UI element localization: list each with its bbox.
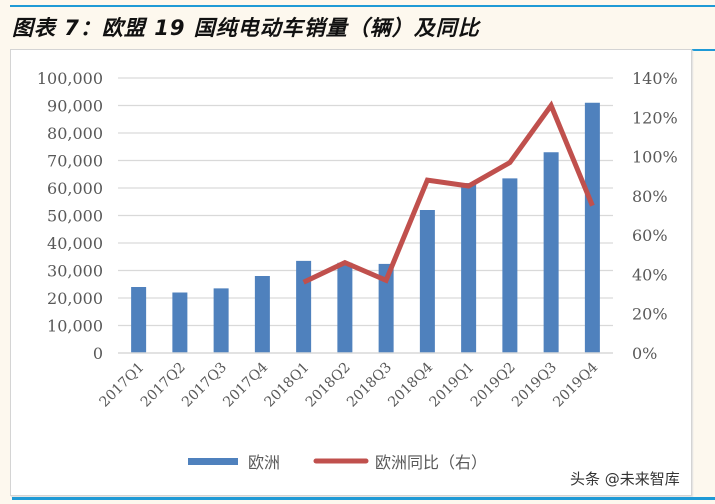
- x-axis-labels: 2017Q12017Q22017Q32017Q42018Q12018Q22018…: [97, 359, 602, 410]
- left-axis-ticks: 0 10,000 20,000 30,000 40,000 50,000 60,000 70,…: [37, 69, 103, 363]
- line-series: [302, 100, 595, 285]
- bar: [131, 287, 147, 353]
- legend-bar-label: 欧洲: [248, 453, 280, 472]
- left-tick-label: 40,000: [47, 234, 103, 253]
- watermark: 头条 @未来智库: [570, 470, 680, 488]
- top-rule: [10, 5, 715, 7]
- x-tick-label: 2018Q1: [262, 360, 313, 411]
- left-tick-label: 100,000: [37, 69, 103, 88]
- left-tick-label: 80,000: [47, 124, 103, 143]
- bar: [419, 210, 435, 353]
- bar: [543, 152, 559, 353]
- right-tick-label: 0%: [632, 344, 657, 363]
- x-tick-label: 2019Q4: [550, 359, 601, 410]
- bar: [584, 102, 600, 353]
- right-tick-label: 120%: [632, 108, 678, 127]
- bar: [378, 263, 394, 353]
- bar: [254, 276, 270, 353]
- bar: [172, 292, 188, 353]
- bar: [502, 178, 518, 353]
- x-tick-label: 2017Q2: [138, 360, 189, 411]
- left-tick-label: 0: [93, 344, 103, 363]
- bar: [337, 262, 353, 353]
- legend-bar-swatch: [188, 458, 238, 465]
- x-tick-label: 2019Q2: [468, 360, 519, 411]
- left-tick-label: 70,000: [47, 152, 103, 171]
- bar: [213, 288, 229, 353]
- x-tick-label: 2017Q4: [220, 359, 271, 410]
- right-tick-label: 60%: [632, 226, 668, 245]
- legend-line-label: 欧洲同比（右）: [375, 453, 487, 472]
- left-tick-label: 90,000: [47, 97, 103, 116]
- left-tick-label: 20,000: [47, 289, 103, 308]
- right-tick-label: 20%: [632, 305, 668, 324]
- x-tick-label: 2018Q3: [344, 360, 395, 411]
- left-tick-label: 50,000: [47, 207, 103, 226]
- gridlines: [118, 77, 613, 327]
- bottom-rule: [12, 497, 715, 500]
- legend: 欧洲 欧洲同比（右）: [188, 453, 487, 472]
- figure-title: 图表 7：欧盟 19 国纯电动车销量（辆）及同比: [12, 16, 480, 40]
- x-tick-label: 2018Q4: [385, 359, 436, 410]
- right-rule: [692, 49, 715, 51]
- left-tick-label: 10,000: [47, 317, 103, 336]
- x-tick-label: 2018Q2: [303, 360, 354, 411]
- x-tick-label: 2017Q1: [97, 360, 148, 411]
- x-tick-label: 2019Q1: [427, 360, 478, 411]
- bar-series: [131, 102, 600, 353]
- bar: [296, 260, 312, 353]
- left-tick-label: 60,000: [47, 179, 103, 198]
- right-axis-ticks: 0% 20% 40% 60% 80% 100% 120% 140%: [632, 69, 678, 363]
- right-tick-label: 100%: [632, 148, 678, 167]
- left-tick-label: 30,000: [47, 262, 103, 281]
- right-tick-label: 80%: [632, 187, 668, 206]
- right-tick-label: 40%: [632, 265, 668, 284]
- bar: [461, 183, 477, 353]
- x-tick-label: 2017Q3: [179, 360, 230, 411]
- right-tick-label: 140%: [632, 69, 678, 88]
- x-tick-label: 2019Q3: [509, 360, 560, 411]
